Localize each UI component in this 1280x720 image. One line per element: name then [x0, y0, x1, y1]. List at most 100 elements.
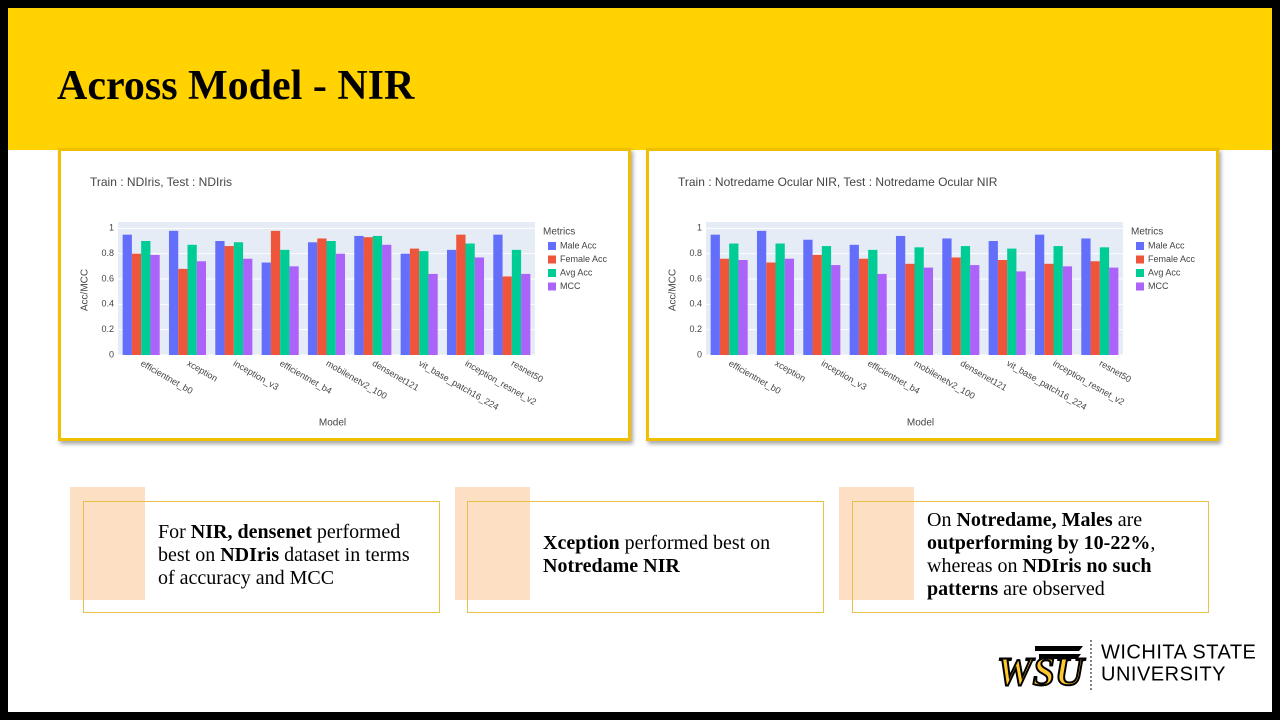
y-tick-label: 0.4 [689, 299, 702, 309]
bold-run: outperforming by 10-22% [927, 532, 1151, 554]
legend-swatch [548, 282, 556, 291]
bar [868, 249, 878, 355]
bar [409, 248, 420, 355]
x-axis-label: Model [319, 418, 346, 429]
legend-swatch [1136, 255, 1144, 264]
bold-run: NDIris [220, 543, 280, 566]
bar [1053, 246, 1063, 355]
y-tick-label: 0.2 [101, 324, 114, 334]
y-tick-label: 0.8 [689, 248, 702, 258]
bar [1034, 234, 1045, 355]
bar [150, 254, 160, 355]
chart-title: Train : Notredame Ocular NIR, Test : Not… [678, 175, 998, 189]
slide-title: Across Model - NIR [57, 63, 415, 109]
bar [831, 265, 841, 355]
bar [243, 258, 253, 355]
bar [382, 244, 392, 355]
bar [970, 265, 980, 355]
bar [363, 237, 373, 355]
bar [1062, 266, 1073, 355]
bold-run: Notredame NIR [543, 555, 680, 577]
accent-square [839, 487, 914, 600]
note-box [83, 501, 440, 613]
legend-label: Male Acc [1148, 240, 1185, 250]
logo-line: UNIVERSITY [1101, 663, 1226, 685]
legend-swatch [548, 242, 556, 250]
bar [923, 267, 934, 355]
bar [942, 238, 952, 355]
y-tick-label: 0.2 [689, 324, 702, 334]
bar [493, 234, 503, 355]
text-run: performed best on [619, 532, 771, 554]
bar [858, 258, 869, 355]
y-tick-label: 0 [109, 349, 114, 359]
chart-title: Train : NDIris, Test : NDIris [90, 175, 232, 189]
bar [326, 241, 336, 355]
bar [905, 263, 915, 355]
legend-swatch [1136, 269, 1144, 277]
bar [456, 234, 466, 355]
bar [502, 276, 512, 355]
text-run: For [158, 520, 191, 543]
legend-label: Avg Acc [560, 267, 593, 277]
bar [400, 253, 410, 355]
bar [270, 230, 281, 355]
bar [178, 268, 188, 355]
bold-run: NIR, densenet [190, 520, 312, 543]
text-run: are [1112, 509, 1143, 531]
bar [233, 242, 244, 355]
bar [738, 260, 748, 355]
bar [849, 244, 859, 355]
bar [307, 242, 318, 355]
text-run: performed best on [158, 520, 401, 566]
bold-run: NDIris no such patterns [927, 555, 1152, 600]
legend-title: Metrics [1131, 227, 1163, 238]
x-axis-label: Model [907, 418, 934, 429]
bar [1007, 248, 1017, 355]
bar [335, 253, 346, 355]
text-run: dataset in terms of accuracy and MCC [158, 543, 410, 589]
note-paragraph: Xception performed best on Notredame NIR [543, 532, 808, 578]
legend-swatch [548, 269, 556, 277]
legend-label: Female Acc [1148, 254, 1196, 264]
bar [317, 238, 327, 355]
note-box [852, 501, 1209, 613]
bar [131, 253, 142, 355]
legend-swatch [1136, 242, 1144, 250]
text-run: are observed [998, 578, 1105, 600]
bar [187, 244, 197, 355]
header-band [8, 8, 1272, 150]
y-tick-label: 1 [109, 223, 114, 233]
x-tick-label: resnet50 [510, 358, 545, 384]
bar [215, 241, 225, 355]
text-run: On [927, 509, 957, 531]
bar [812, 254, 822, 355]
bar [372, 235, 383, 355]
legend-label: MCC [1148, 281, 1169, 291]
logo: WSU WICHITA STATE UNIVERSITY [996, 640, 1255, 695]
bar [710, 234, 720, 355]
bar [1081, 238, 1091, 355]
bar [729, 243, 739, 355]
bar [766, 262, 776, 355]
bar [511, 249, 522, 355]
logo-mark: WSU [997, 649, 1086, 694]
bar [1099, 247, 1110, 355]
bar [914, 247, 924, 355]
y-tick-label: 1 [697, 223, 702, 233]
y-tick-label: 0.6 [101, 273, 114, 283]
legend-title: Metrics [543, 227, 575, 238]
note-paragraph: For NIR, densenet performed best on NDIr… [158, 521, 423, 590]
bar [803, 239, 813, 355]
bar [446, 249, 457, 355]
bar [775, 243, 785, 355]
bold-run: Xception [543, 532, 620, 554]
x-tick-label: xception [773, 358, 807, 383]
legend-label: MCC [560, 281, 581, 291]
y-tick-label: 0.4 [101, 299, 114, 309]
legend-swatch [548, 255, 556, 264]
bar [1109, 267, 1119, 355]
bar [261, 262, 271, 355]
